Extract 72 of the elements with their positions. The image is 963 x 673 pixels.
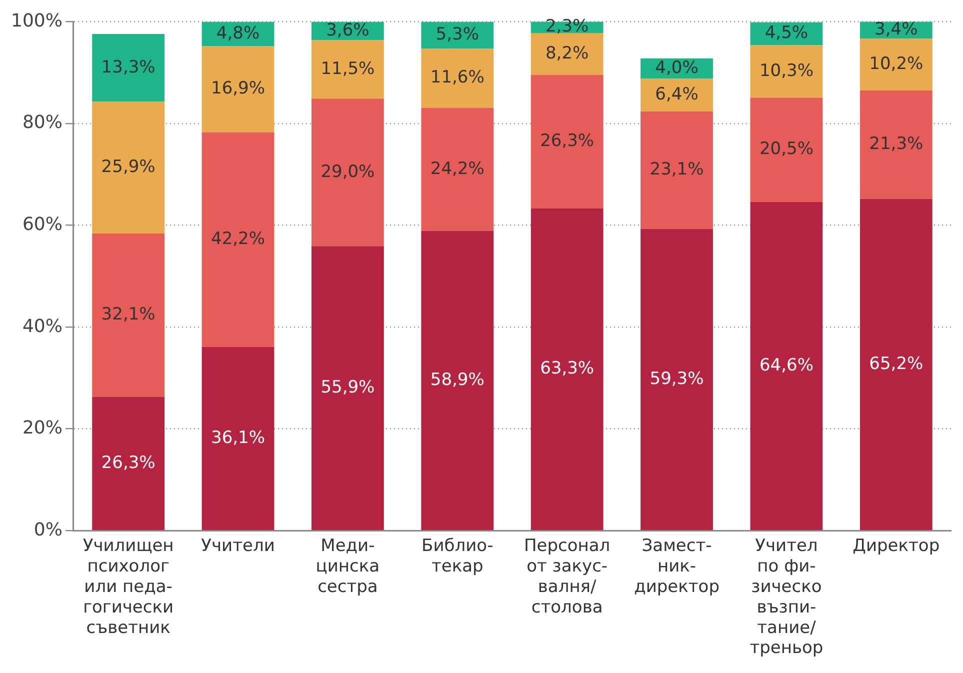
data-label: 58,9% xyxy=(430,370,484,390)
bar xyxy=(530,32,604,75)
x-tick-label: Библио- текар xyxy=(422,536,494,577)
bar xyxy=(860,198,932,530)
x-tick-label: Учител по фи- зическо възпи- тание/ треньор xyxy=(750,536,824,658)
x-tick-label: Замест- ник- директор xyxy=(634,536,720,598)
data-label: 8,2% xyxy=(545,43,589,64)
x-tick-label: Меди- цинска сестра xyxy=(316,536,380,598)
bar xyxy=(92,34,165,102)
bar xyxy=(421,22,494,49)
data-label: 23,1% xyxy=(650,160,704,180)
data-label: 11,6% xyxy=(430,68,484,88)
bar xyxy=(421,108,494,231)
x-tick-label: Персонал от закус- валня/ столова xyxy=(524,536,610,618)
data-label: 59,3% xyxy=(650,368,704,389)
data-label: 21,3% xyxy=(869,134,924,154)
bar xyxy=(750,98,823,202)
y-tick-label: 40% xyxy=(22,316,62,337)
x-tick-label: Училищен психолог или педа- гогически съветник xyxy=(82,536,174,638)
bar xyxy=(860,90,932,199)
data-label: 24,2% xyxy=(430,158,484,179)
data-label: 32,1% xyxy=(101,304,156,325)
bar xyxy=(530,74,604,209)
data-label: 55,9% xyxy=(320,378,375,398)
bar xyxy=(750,202,823,530)
bar xyxy=(311,40,384,99)
bar xyxy=(202,46,274,132)
x-tick-label: Директор xyxy=(852,536,940,556)
data-label: 13,3% xyxy=(101,57,156,78)
bar xyxy=(421,230,494,530)
data-label: 16,9% xyxy=(210,78,266,99)
data-label: 65,2% xyxy=(869,354,924,374)
bar xyxy=(860,38,932,90)
y-tick-label: 0% xyxy=(34,519,62,540)
bar xyxy=(92,233,165,397)
bar xyxy=(311,98,384,246)
bar xyxy=(421,48,494,108)
bar xyxy=(640,111,713,229)
data-label: 20,5% xyxy=(759,139,814,160)
data-label: 26,3% xyxy=(101,452,156,473)
data-label: 6,4% xyxy=(655,84,698,104)
bar xyxy=(202,346,274,530)
data-label: 3,6% xyxy=(326,20,370,40)
data-label: 11,5% xyxy=(320,58,375,79)
data-label: 2,3% xyxy=(545,16,589,37)
bar xyxy=(640,228,713,530)
bar xyxy=(202,132,274,347)
bar xyxy=(640,78,713,112)
y-tick-label: 100% xyxy=(10,10,62,32)
y-tick-label: 20% xyxy=(22,418,62,439)
data-label: 42,2% xyxy=(210,228,266,249)
bar xyxy=(92,396,165,530)
data-label: 4,8% xyxy=(216,23,260,44)
data-label: 4,0% xyxy=(655,58,698,78)
data-label: 29,0% xyxy=(320,162,375,182)
data-label: 36,1% xyxy=(210,428,266,448)
data-label: 25,9% xyxy=(101,156,156,177)
x-tick-label: Учители xyxy=(201,536,275,556)
data-label: 26,3% xyxy=(540,131,594,152)
data-label: 10,3% xyxy=(759,60,814,81)
data-label: 5,3% xyxy=(436,24,479,45)
y-tick-label: 80% xyxy=(22,112,62,134)
bar xyxy=(92,102,165,234)
data-label: 3,4% xyxy=(874,19,918,40)
bar xyxy=(530,208,604,530)
data-label: 4,5% xyxy=(764,23,808,44)
y-tick-label: 60% xyxy=(22,214,62,235)
data-label: 10,2% xyxy=(869,54,924,74)
data-label: 63,3% xyxy=(540,358,594,379)
data-label: 64,6% xyxy=(759,355,814,376)
bar xyxy=(311,246,384,530)
bar xyxy=(750,45,823,98)
